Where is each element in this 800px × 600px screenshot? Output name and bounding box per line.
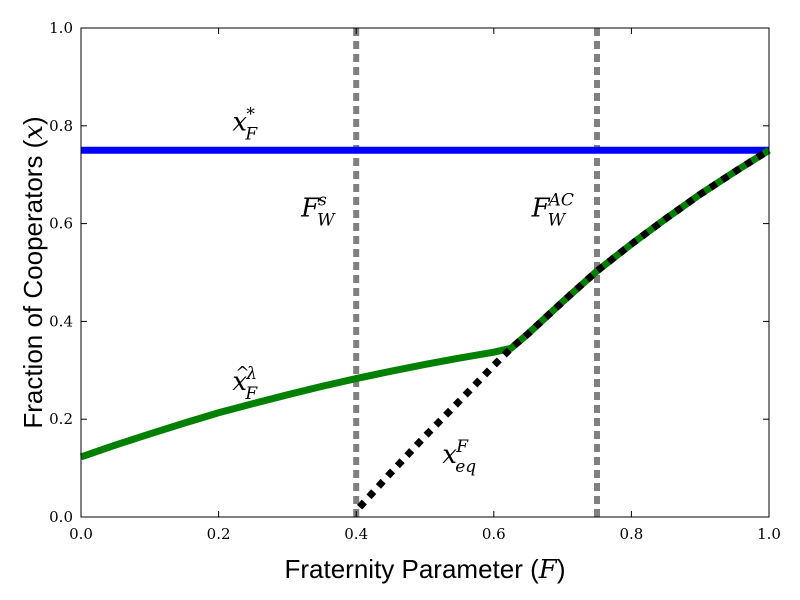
annotation-sub: eq	[455, 457, 476, 477]
annotation-main: x	[232, 367, 247, 397]
axis-ticks: 0.0 0.2 0.4 0.6 0.8 1.0 0.0 0.2 0.4 0.6 0.8 1.0	[49, 19, 781, 543]
y-tick-label: 0.8	[49, 117, 73, 135]
y-axis-label: Fraction of Cooperators (x)	[18, 116, 49, 428]
x-axis-label-close: )	[557, 554, 566, 584]
x-tick-label: 0.4	[344, 525, 368, 543]
annotation-sup: F	[455, 437, 469, 457]
y-tick-label: 1.0	[49, 19, 73, 37]
x-tick-label: 0.2	[207, 525, 231, 543]
annotation-sup: *	[246, 105, 255, 125]
x-tick-label: 0.6	[482, 525, 506, 543]
annotation-sub: F	[244, 125, 258, 145]
annotation-main: x	[442, 440, 457, 470]
series-x_hat_F_lambda	[79, 147, 771, 461]
annotation-sup: AC	[547, 190, 574, 210]
y-axis-label-text: Fraction of Cooperators (	[18, 139, 48, 428]
x-tick-label: 0.8	[619, 525, 643, 543]
annotation-x_eq_F: x Feq	[442, 437, 476, 477]
annotation-sub: W	[548, 210, 567, 230]
y-tick-label: 0.2	[49, 410, 73, 428]
x-axis-label-math: F	[538, 555, 558, 585]
annotation-sub: F	[244, 384, 258, 404]
annotation-F_W_s: FsW	[300, 190, 336, 230]
y-tick-label: 0.6	[49, 215, 73, 233]
plot-frame	[80, 27, 770, 518]
annotation-main: F	[531, 193, 551, 223]
annotation-main: x	[232, 108, 247, 138]
annotation-sub: W	[317, 210, 336, 230]
y-axis-label-math: x	[19, 125, 49, 140]
x-axis-label-text: Fraternity Parameter (	[284, 554, 539, 584]
y-tick-label: 0.4	[49, 312, 73, 330]
annotation-x_F_star: x *F	[232, 105, 258, 145]
series-x_eq_F	[357, 147, 771, 510]
x-tick-label: 0.0	[69, 525, 93, 543]
y-tick-label: 0.0	[49, 508, 73, 526]
annotation-sup: λ	[245, 364, 257, 384]
x-tick-label: 1.0	[757, 525, 781, 543]
y-axis-label-close: )	[18, 116, 48, 125]
plot-area	[79, 28, 771, 517]
annotation-sup: s	[318, 190, 327, 210]
annotation-main: F	[300, 193, 320, 223]
annotation-accent: ^	[235, 363, 249, 383]
x-axis-label: Fraternity Parameter (F)	[284, 554, 565, 585]
annotation-x_hat_F_lambda: ^x λF	[232, 363, 258, 404]
